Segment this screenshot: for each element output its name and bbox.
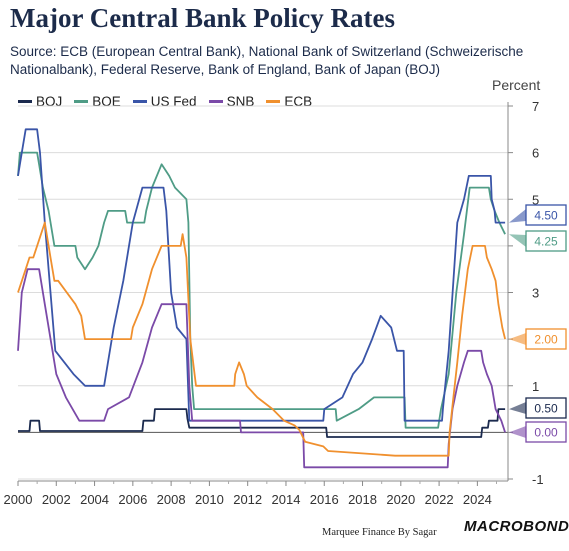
legend-item-snb: SNB <box>208 94 255 109</box>
y-tick-label-1: 1 <box>532 379 539 394</box>
x-tick-label-2012: 2012 <box>233 492 262 507</box>
legend-label-boj: BOJ <box>36 94 63 109</box>
x-tick-label-2024: 2024 <box>463 492 492 507</box>
x-tick-label-2000: 2000 <box>4 492 33 507</box>
legend-swatch-snb <box>208 100 223 103</box>
legend-label-us-fed: US Fed <box>150 94 197 109</box>
legend-label-snb: SNB <box>226 94 255 109</box>
y-tick-label--1: -1 <box>532 472 544 487</box>
series-line-boe <box>17 151 506 429</box>
legend-swatch-us-fed <box>132 100 147 103</box>
end-label-box-boj <box>525 397 567 419</box>
x-tick-label-2020: 2020 <box>386 492 415 507</box>
macrobond-logo: MACROBOND <box>464 518 569 535</box>
y-tick-label-3: 3 <box>532 286 539 301</box>
end-label-pointer-us-fed <box>509 209 526 223</box>
series-line-boj <box>18 408 506 438</box>
end-label-pointer-boe <box>509 234 526 247</box>
x-tick-label-2008: 2008 <box>157 492 186 507</box>
y-axis-unit-label: Percent <box>492 77 541 93</box>
end-label-value-us-fed: 4.50 <box>534 209 558 223</box>
chart-subtitle: Source: ECB (European Central Bank), Nat… <box>10 44 524 77</box>
series-line-us-fed <box>17 128 506 422</box>
end-label-value-snb: 0.00 <box>534 426 558 440</box>
series-line-ecb <box>17 221 506 457</box>
x-tick-label-2016: 2016 <box>310 492 339 507</box>
x-tick-label-2006: 2006 <box>118 492 147 507</box>
legend-swatch-boe <box>74 100 89 103</box>
series-line-snb <box>17 268 506 469</box>
y-tick-label-6: 6 <box>532 146 539 161</box>
legend-item-boj: BOJ <box>18 94 62 109</box>
x-tick-label-2010: 2010 <box>195 492 224 507</box>
x-tick-label-2004: 2004 <box>80 492 109 507</box>
x-tick-label-2018: 2018 <box>348 492 377 507</box>
end-label-value-boe: 4.25 <box>534 235 558 249</box>
end-label-box-boe <box>525 230 567 252</box>
end-label-box-ecb <box>525 328 567 350</box>
legend-swatch-ecb <box>266 100 281 103</box>
end-label-value-ecb: 2.00 <box>534 333 558 347</box>
y-tick-label-7: 7 <box>532 99 539 114</box>
x-tick-label-2002: 2002 <box>42 492 71 507</box>
credit-text: Marquee Finance By Sagar <box>322 527 437 538</box>
y-tick-label-5: 5 <box>532 192 539 207</box>
end-label-box-snb <box>525 421 567 443</box>
chart-legend: BOJ BOE US Fed SNB ECB <box>18 94 312 109</box>
legend-label-boe: BOE <box>92 94 121 109</box>
legend-swatch-boj <box>18 100 32 103</box>
end-label-pointer-boj <box>509 402 526 414</box>
legend-item-us-fed: US Fed <box>132 94 197 109</box>
end-label-value-boj: 0.50 <box>534 402 558 416</box>
end-label-pointer-snb <box>509 426 526 438</box>
end-label-box-us-fed <box>525 204 567 226</box>
chart-title: Major Central Bank Policy Rates <box>10 3 395 33</box>
legend-label-ecb: ECB <box>284 94 313 109</box>
end-label-pointer-ecb <box>509 333 526 345</box>
x-tick-label-2014: 2014 <box>272 492 301 507</box>
legend-item-boe: BOE <box>74 94 121 109</box>
x-tick-label-2022: 2022 <box>425 492 454 507</box>
legend-item-ecb: ECB <box>266 94 312 109</box>
